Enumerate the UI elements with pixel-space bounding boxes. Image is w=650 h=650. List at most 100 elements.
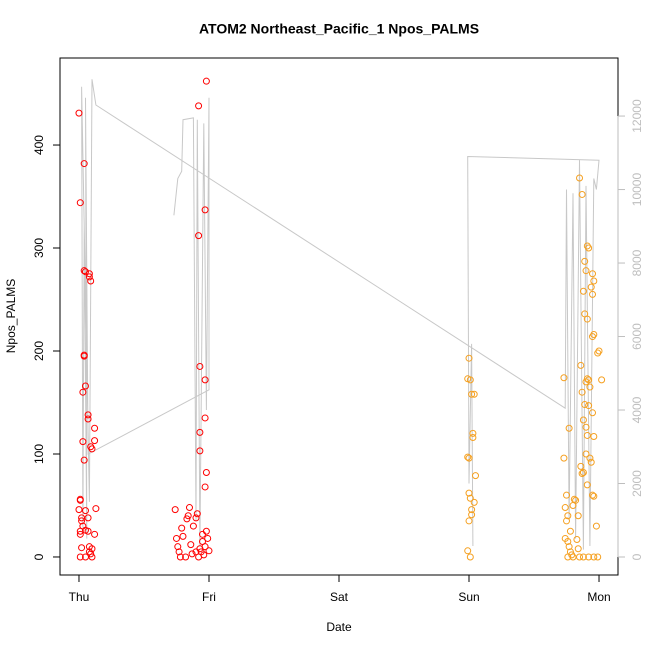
y2-tick-label: 0 xyxy=(630,553,644,560)
data-point xyxy=(590,277,598,285)
data-point xyxy=(590,432,598,440)
data-point xyxy=(81,382,89,390)
data-point xyxy=(79,388,87,396)
data-point xyxy=(578,190,586,198)
data-point xyxy=(564,538,572,546)
data-point xyxy=(193,510,201,518)
data-point xyxy=(196,362,204,370)
data-point xyxy=(84,415,92,423)
y2-tick-label: 2000 xyxy=(630,470,644,497)
x-axis-label: Date xyxy=(326,620,352,634)
data-point xyxy=(188,550,196,558)
data-point xyxy=(594,553,602,561)
data-point xyxy=(469,429,477,437)
data-point xyxy=(464,453,472,461)
data-point xyxy=(589,333,597,341)
data-point xyxy=(465,454,473,462)
data-point xyxy=(594,349,602,357)
data-point xyxy=(589,290,597,298)
data-point xyxy=(80,352,88,360)
data-point xyxy=(592,522,600,530)
data-point xyxy=(204,534,212,542)
data-point xyxy=(182,553,190,561)
data-point xyxy=(201,543,209,551)
data-point xyxy=(84,411,92,419)
data-point xyxy=(581,401,589,409)
data-point xyxy=(561,504,569,512)
data-point xyxy=(176,553,184,561)
data-point xyxy=(76,199,84,207)
data-point xyxy=(465,354,473,362)
data-point xyxy=(563,491,571,499)
data-point xyxy=(465,489,473,497)
data-point xyxy=(88,545,96,553)
data-point xyxy=(201,483,209,491)
data-point xyxy=(91,424,99,432)
y-axis-label: Npos_PALMS xyxy=(4,279,18,353)
data-point xyxy=(88,553,96,561)
data-point xyxy=(75,506,83,514)
x-tick-label: Sat xyxy=(330,590,349,604)
data-point xyxy=(202,469,210,477)
data-point xyxy=(589,491,597,499)
y-tick-label: 100 xyxy=(32,444,46,464)
data-point xyxy=(582,378,590,386)
data-point xyxy=(187,541,195,549)
data-point xyxy=(466,376,474,384)
data-point xyxy=(79,438,87,446)
y2-tick-label: 6000 xyxy=(630,323,644,350)
y2-tick-label: 4000 xyxy=(630,396,644,423)
data-point xyxy=(81,268,89,276)
data-point xyxy=(85,273,93,281)
data-point xyxy=(582,423,590,431)
data-point xyxy=(91,530,99,538)
data-point xyxy=(171,506,179,514)
data-point xyxy=(585,402,593,410)
data-point xyxy=(201,414,209,422)
data-point xyxy=(174,543,182,551)
data-point xyxy=(192,514,200,522)
data-point xyxy=(75,109,83,117)
data-point xyxy=(466,494,474,502)
data-point xyxy=(76,553,84,561)
x-tick-label: Thu xyxy=(69,590,90,604)
data-point xyxy=(581,257,589,265)
y-tick-label: 400 xyxy=(32,135,46,155)
data-point xyxy=(468,506,476,514)
data-point xyxy=(192,548,200,556)
data-point xyxy=(590,492,598,500)
data-point xyxy=(598,376,606,384)
data-point xyxy=(195,232,203,240)
data-point xyxy=(179,532,187,540)
data-point xyxy=(468,390,476,398)
y2-tick-label: 12000 xyxy=(630,99,644,133)
data-point xyxy=(87,550,95,558)
data-point xyxy=(569,553,577,561)
data-point xyxy=(560,454,568,462)
data-point xyxy=(578,388,586,396)
y-tick-label: 200 xyxy=(32,341,46,361)
y2-tick-label: 10000 xyxy=(630,173,644,207)
data-point xyxy=(81,553,89,561)
data-point xyxy=(185,504,193,512)
x-tick-label: Sun xyxy=(458,590,479,604)
data-point xyxy=(574,512,582,520)
data-point xyxy=(183,515,191,523)
data-point xyxy=(576,553,584,561)
data-point xyxy=(565,543,573,551)
x-tick-label: Mon xyxy=(587,590,610,604)
data-point xyxy=(589,409,597,417)
data-point xyxy=(175,548,183,556)
data-point xyxy=(205,547,213,555)
data-point xyxy=(583,431,591,439)
data-point xyxy=(92,505,100,513)
data-point xyxy=(76,496,84,504)
data-point xyxy=(564,512,572,520)
data-point xyxy=(573,535,581,543)
data-point xyxy=(578,470,586,478)
data-point xyxy=(200,551,208,559)
data-point xyxy=(577,462,585,470)
data-point xyxy=(81,507,89,515)
data-point xyxy=(579,553,587,561)
data-point xyxy=(469,434,477,442)
